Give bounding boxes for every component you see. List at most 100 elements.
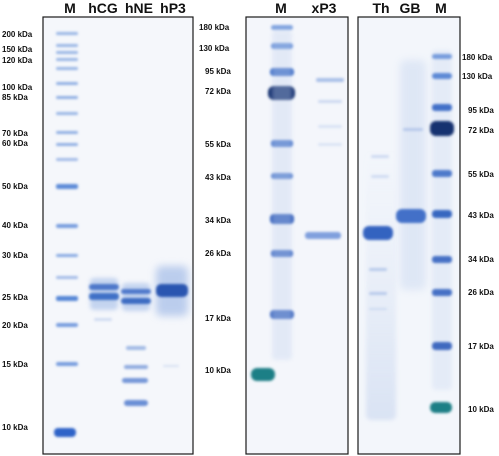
band — [318, 100, 342, 103]
lane-label-Th: Th — [372, 0, 389, 16]
marker-label-120: 120 kDa — [2, 56, 33, 65]
ladder-band — [56, 67, 78, 70]
ladder-band — [56, 32, 78, 35]
marker-label-70: 70 kDa — [2, 129, 28, 138]
band — [318, 143, 342, 146]
marker-label-100: 100 kDa — [2, 83, 33, 92]
lane-label-xP3: xP3 — [312, 0, 337, 16]
ladder-lane-M — [430, 50, 454, 413]
marker-label-10: 10 kDa — [2, 423, 28, 432]
ladder-band — [56, 296, 78, 301]
ladder-band — [56, 143, 78, 146]
ladder-band — [56, 184, 78, 189]
marker-label-43: 43 kDa — [205, 173, 231, 182]
ladder-band — [271, 25, 293, 30]
band — [363, 226, 393, 240]
panel-1-gel — [42, 16, 194, 455]
marker-label-26: 26 kDa — [468, 288, 494, 297]
lane-xP3-bands — [305, 78, 344, 239]
marker-label-43: 43 kDa — [468, 211, 494, 220]
band — [122, 378, 148, 383]
band — [371, 155, 389, 158]
panel-1: M hCG hNE hP3 200 kDa 150 kDa 120 kDa 10… — [2, 0, 194, 455]
ladder-band — [56, 44, 78, 47]
smear — [122, 283, 150, 311]
lane-GB-bands — [396, 60, 426, 290]
ladder-band — [56, 58, 78, 61]
marker-label-180: 180 kDa — [462, 53, 493, 62]
band — [369, 308, 387, 310]
marker-label-15: 15 kDa — [2, 360, 28, 369]
band — [316, 78, 344, 82]
marker-label-72: 72 kDa — [468, 126, 494, 135]
band — [403, 128, 423, 131]
smear — [366, 150, 396, 420]
smear — [400, 60, 426, 290]
lane-hCG-bands — [89, 278, 119, 321]
ladder-band — [56, 224, 78, 228]
band — [318, 125, 342, 128]
marker-label-130: 130 kDa — [199, 44, 230, 53]
marker-label-95: 95 kDa — [205, 67, 231, 76]
lane-Th-bands — [363, 150, 396, 420]
marker-label-55: 55 kDa — [205, 140, 231, 149]
ladder-band — [56, 112, 78, 115]
ladder-band — [56, 254, 78, 257]
lane-label-M: M — [275, 0, 287, 16]
ladder-band — [432, 54, 452, 59]
band — [89, 284, 119, 290]
lane-label-M: M — [435, 0, 447, 16]
lane-label-hP3: hP3 — [160, 0, 186, 16]
ladder-band — [432, 342, 452, 350]
marker-label-50: 50 kDa — [2, 182, 28, 191]
ladder-band — [251, 368, 275, 381]
ladder-lane-M — [54, 32, 78, 437]
marker-label-180: 180 kDa — [199, 23, 230, 32]
band — [396, 209, 426, 223]
lane-hNE-bands — [121, 283, 151, 406]
marker-label-60: 60 kDa — [2, 139, 28, 148]
ladder-smear — [272, 30, 292, 360]
ladder-band — [56, 51, 78, 54]
ladder-band — [56, 131, 78, 134]
band — [121, 289, 151, 294]
ladder-band — [56, 276, 78, 279]
lane-label-hNE: hNE — [125, 0, 153, 16]
marker-label-40: 40 kDa — [2, 221, 28, 230]
lane-label-hCG: hCG — [88, 0, 118, 16]
marker-label-85: 85 kDa — [2, 93, 28, 102]
marker-label-17: 17 kDa — [468, 342, 494, 351]
band — [163, 365, 179, 367]
ladder-band — [432, 104, 452, 111]
ladder-smear — [432, 50, 452, 390]
lane-label-GB: GB — [400, 0, 421, 16]
marker-label-130: 130 kDa — [462, 72, 493, 81]
ladder-band — [432, 170, 452, 177]
lane-label-M: M — [64, 0, 76, 16]
lane-hP3-bands — [156, 266, 188, 367]
band — [305, 232, 341, 239]
ladder-lane-M — [251, 25, 295, 381]
marker-label-72: 72 kDa — [205, 87, 231, 96]
band — [121, 298, 151, 304]
marker-label-26: 26 kDa — [205, 249, 231, 258]
marker-label-10: 10 kDa — [468, 405, 494, 414]
marker-label-17: 17 kDa — [205, 314, 231, 323]
band — [369, 268, 387, 271]
band — [89, 293, 119, 300]
band — [371, 175, 389, 178]
band — [124, 365, 148, 369]
ladder-band — [56, 82, 78, 85]
marker-label-30: 30 kDa — [2, 251, 28, 260]
ladder-band — [56, 96, 78, 99]
band — [94, 318, 112, 321]
marker-label-20: 20 kDa — [2, 321, 28, 330]
ladder-band — [432, 289, 452, 296]
marker-label-150: 150 kDa — [2, 45, 33, 54]
ladder-band — [56, 158, 78, 161]
marker-label-95: 95 kDa — [468, 106, 494, 115]
ladder-band — [432, 256, 452, 263]
ladder-band — [56, 323, 78, 327]
ladder-band — [56, 362, 78, 366]
